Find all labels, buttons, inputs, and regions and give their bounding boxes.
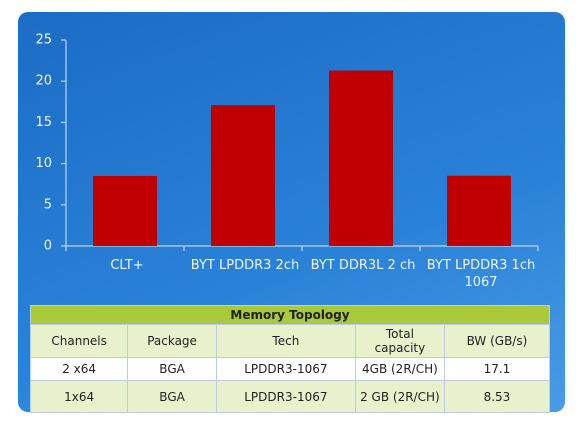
bar	[447, 175, 511, 246]
cell: 8.53	[443, 380, 551, 413]
cell: 2 x64	[29, 357, 129, 381]
bar	[93, 175, 157, 246]
bar	[329, 70, 393, 246]
table-title: Memory Topology	[30, 305, 550, 325]
cell: 1x64	[29, 380, 129, 413]
y-tick-label: 5	[44, 197, 52, 212]
cell: LPDDR3-1067	[215, 380, 356, 413]
chart: 0 5 10 15 20 25	[35, 33, 539, 254]
x-tick-label: CLT+	[110, 258, 144, 273]
column-header: Tech	[215, 324, 356, 358]
y-tick-label: 25	[35, 33, 52, 48]
x-tick-label: BYT LPDDR3 1ch 1067	[426, 258, 536, 290]
y-tick-label: 10	[35, 156, 52, 171]
y-tick-label: 0	[44, 239, 52, 254]
cell: BGA	[127, 380, 217, 413]
column-header: Channels	[29, 324, 129, 358]
cell: 4GB (2R/CH)	[354, 357, 445, 381]
cell: 17.1	[443, 357, 551, 381]
y-tick-label: 20	[35, 74, 52, 89]
x-tick-label: BYT DDR3L 2 ch	[310, 258, 416, 273]
cell: 2 GB (2R/CH)	[354, 380, 445, 413]
cell: BGA	[127, 357, 217, 381]
column-header: BW (GB/s)	[443, 324, 551, 358]
y-tick-label: 15	[35, 115, 52, 130]
memory-table: Memory Topology Channels Package Tech To…	[29, 305, 551, 413]
x-tick-label: BYT LPDDR3 2ch	[190, 258, 300, 273]
column-header: Package	[127, 324, 217, 358]
bar	[211, 105, 275, 246]
cell: LPDDR3-1067	[215, 357, 356, 381]
column-header: Total capacity	[354, 324, 445, 358]
